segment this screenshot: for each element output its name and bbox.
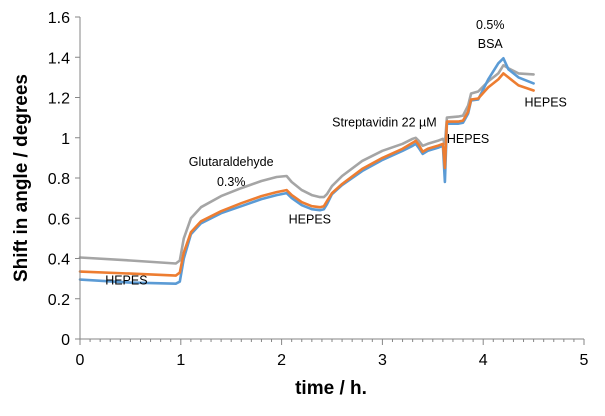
x-tick-label: 4 <box>479 352 488 369</box>
series-layer <box>78 57 535 285</box>
x-tick-label: 0 <box>76 352 85 369</box>
annotation-hepes-3: HEPES <box>447 132 489 146</box>
axis-layer: 0 0.2 0.4 0.6 0.8 1 1.2 1.4 1.6 0 1 2 3 4 5 <box>48 10 589 369</box>
y-tick-label: 0.4 <box>48 252 70 269</box>
y-tick-label: 0.2 <box>48 292 70 309</box>
x-tick-label: 1 <box>176 352 185 369</box>
annotation-hepes-2: HEPES <box>289 212 331 226</box>
annotation-layer: HEPES Glutaraldehyde 0.3% HEPES Streptavidin… <box>105 18 567 288</box>
y-tick-label: 0.6 <box>48 211 70 228</box>
x-tick-label: 5 <box>580 352 589 369</box>
annotation-hepes-4: HEPES <box>525 96 567 110</box>
x-tick-label: 2 <box>277 352 286 369</box>
x-tick-label: 3 <box>378 352 387 369</box>
y-tick-label: 1.4 <box>48 50 70 67</box>
series-line-gray <box>78 64 535 265</box>
y-tick-label: 0 <box>61 332 70 349</box>
annotation-glutaraldehyde: Glutaraldehyde <box>189 155 274 169</box>
annotation-glutaraldehyde-conc: 0.3% <box>217 175 246 189</box>
x-axis-title: time / h. <box>295 378 367 399</box>
y-axis-title: Shift in angle / degrees <box>11 74 32 282</box>
annotation-bsa: BSA <box>478 37 504 51</box>
annotation-hepes-1: HEPES <box>105 274 147 288</box>
y-tick-label: 1.6 <box>48 10 70 27</box>
y-tick-label: 1.2 <box>48 91 70 108</box>
y-tick-label: 0.8 <box>48 171 70 188</box>
series-line-orange <box>78 72 535 277</box>
annotation-bsa-conc: 0.5% <box>476 18 505 32</box>
y-tick-label: 1 <box>61 131 70 148</box>
annotation-streptavidin: Streptavidin 22 µM <box>332 116 436 130</box>
